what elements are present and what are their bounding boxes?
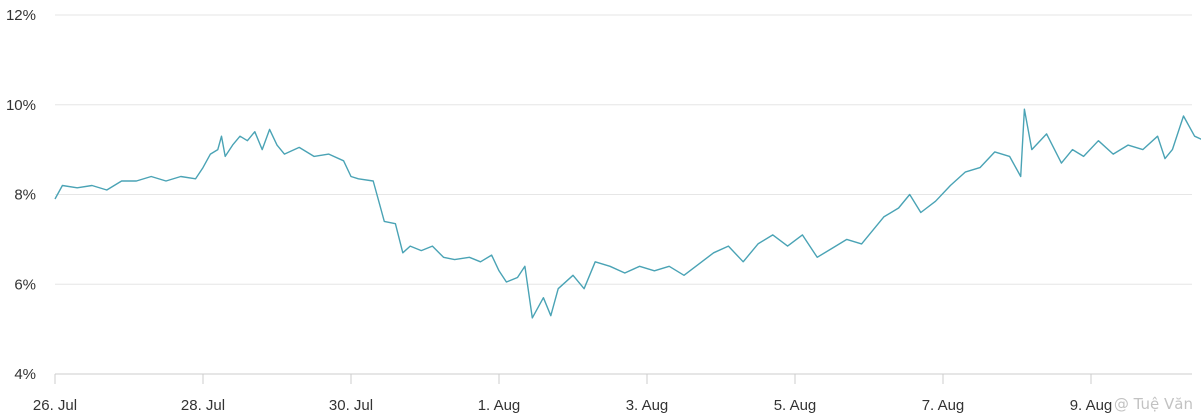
x-tick-label: 5. Aug (774, 397, 817, 414)
x-tick-label: 1. Aug (478, 397, 521, 414)
x-tick-label: 26. Jul (33, 397, 77, 414)
x-tick-label: 9. Aug (1070, 397, 1113, 414)
y-tick-label: 6% (14, 276, 36, 293)
y-tick-label: 4% (14, 366, 36, 383)
x-tick-label: 28. Jul (181, 397, 225, 414)
x-axis-labels: 26. Jul 28. Jul 30. Jul 1. Aug 3. Aug 5. Aug 7… (33, 397, 1113, 414)
y-tick-label: 10% (6, 97, 36, 114)
x-tick-label: 3. Aug (626, 397, 669, 414)
y-axis-labels: 4% 6% 8% 10% 12% (6, 7, 36, 383)
gridlines (55, 14, 1192, 285)
watermark: @ Tuệ Văn (1113, 395, 1193, 413)
y-tick-label: 8% (14, 187, 36, 204)
x-axis-ticks (54, 374, 1092, 384)
x-tick-label: 30. Jul (329, 397, 373, 414)
y-tick-label: 12% (6, 7, 36, 24)
series-line (54, 108, 1201, 319)
x-tick-label: 7. Aug (922, 397, 965, 414)
